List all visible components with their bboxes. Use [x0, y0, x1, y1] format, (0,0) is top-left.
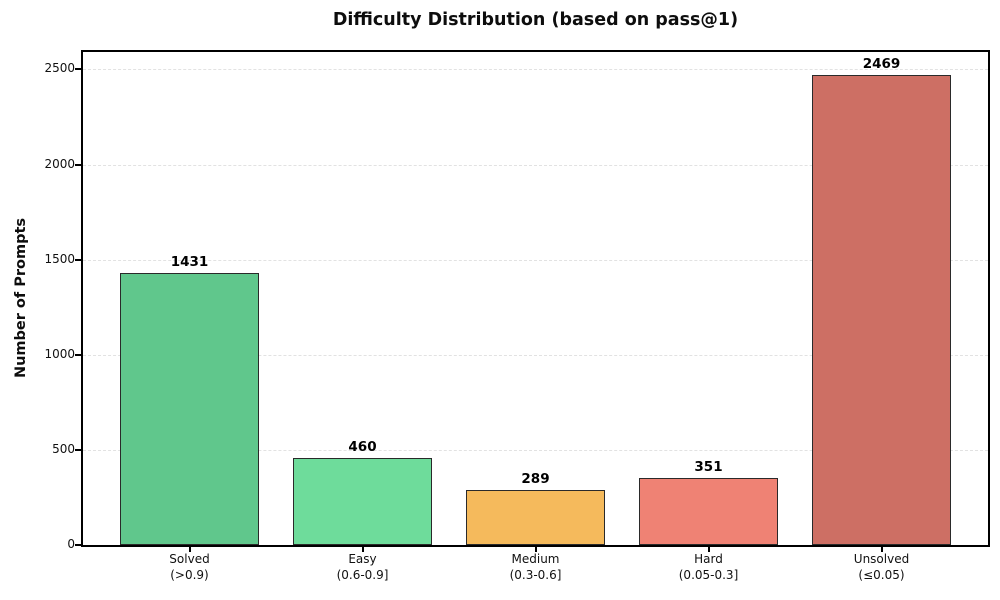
- bar: [293, 457, 432, 545]
- plot-area: 1431 460 289 351 2469: [81, 50, 990, 547]
- y-tick-mark: [75, 448, 81, 451]
- bar: [639, 478, 778, 545]
- x-tick-label: Easy (0.6-0.9]: [336, 552, 389, 583]
- bar-value-label: 1431: [170, 253, 209, 270]
- y-tick-label: 1000: [44, 346, 75, 361]
- bar-value-label: 2469: [862, 56, 901, 73]
- gridline: [83, 259, 988, 261]
- y-tick-mark: [75, 353, 81, 356]
- y-tick-label: 500: [52, 441, 75, 456]
- x-tick-label: Solved (>0.9): [169, 552, 210, 583]
- bar-value-label: 289: [521, 471, 550, 488]
- gridline: [83, 449, 988, 451]
- bar-value-label: 351: [694, 459, 723, 476]
- x-tick-mark: [880, 547, 883, 552]
- y-tick-label: 1500: [44, 251, 75, 266]
- y-tick-mark: [75, 163, 81, 166]
- x-tick-label: Medium (0.3-0.6]: [509, 552, 562, 583]
- gridline: [83, 69, 988, 71]
- bar-value-label: 460: [348, 438, 377, 455]
- x-tick-mark: [188, 547, 191, 552]
- bar: [466, 490, 605, 545]
- x-tick-mark: [707, 547, 710, 552]
- chart-title: Difficulty Distribution (based on pass@1…: [332, 10, 739, 30]
- gridline: [83, 164, 988, 166]
- x-tick-label: Unsolved (≤0.05): [853, 552, 910, 583]
- x-tick-mark: [361, 547, 364, 552]
- bar: [812, 75, 951, 545]
- y-tick-mark: [75, 68, 81, 71]
- x-tick-label: Hard (0.05-0.3]: [678, 552, 739, 583]
- y-tick-mark: [75, 544, 81, 546]
- y-tick-label: 0: [67, 537, 75, 551]
- bar: [120, 272, 259, 545]
- y-tick-label: 2500: [44, 61, 75, 76]
- y-tick-mark: [75, 258, 81, 261]
- gridline: [83, 354, 988, 356]
- y-tick-label: 2000: [44, 156, 75, 171]
- x-tick-mark: [534, 547, 537, 552]
